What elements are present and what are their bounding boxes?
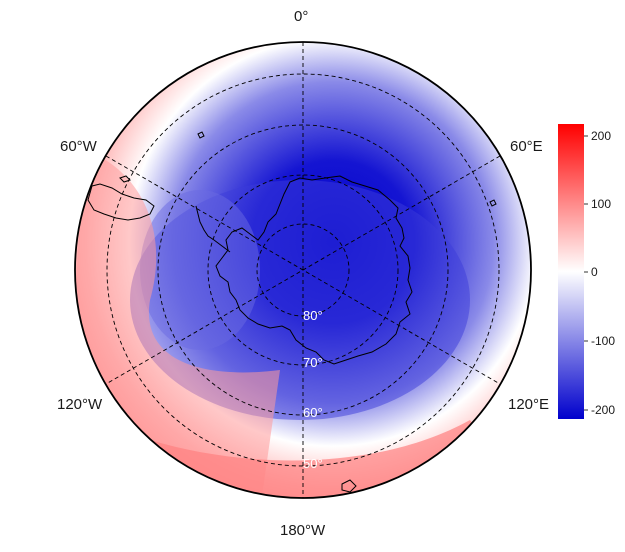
colorbar-gradient xyxy=(558,124,584,419)
falkland-islands xyxy=(119,175,131,183)
antarctic-peninsula xyxy=(195,205,231,253)
graticule xyxy=(105,42,501,498)
lon-label-180w: 180°W xyxy=(280,522,326,539)
lon-label-60w: 60°W xyxy=(60,138,97,155)
new-zealand-fragment xyxy=(341,479,357,493)
field-trough-west xyxy=(140,190,260,350)
field-layer xyxy=(75,42,531,498)
lat-label-70: 70° xyxy=(303,355,323,370)
lat-label-60: 60° xyxy=(303,405,323,420)
lat-label-50: 50° xyxy=(303,456,323,471)
lon-label-120e: 120°E xyxy=(508,396,550,413)
map-boundary xyxy=(74,41,532,499)
latitude-labels: 80° 70° 60° 50° xyxy=(303,308,323,471)
colorbar xyxy=(558,124,588,419)
lon-label-60e: 60°E xyxy=(510,138,543,155)
colorbar-label-0: 0 xyxy=(591,265,598,279)
colorbar-label-minus-200: -200 xyxy=(591,403,616,417)
island-north xyxy=(197,131,205,139)
lon-label-120w: 120°W xyxy=(57,396,103,413)
coastlines xyxy=(87,131,497,493)
meridian-60e-120w xyxy=(105,155,501,385)
colorbar-label-minus-100: -100 xyxy=(591,334,616,348)
lat-circle-50 xyxy=(106,73,500,467)
lon-label-0: 0° xyxy=(294,8,309,25)
antarctica-coastline xyxy=(215,175,413,365)
island-east xyxy=(489,199,497,207)
colorbar-label-100: 100 xyxy=(591,197,612,211)
colorbar-label-200: 200 xyxy=(591,129,612,143)
lat-label-80: 80° xyxy=(303,308,323,323)
south-america-tip xyxy=(87,183,155,221)
